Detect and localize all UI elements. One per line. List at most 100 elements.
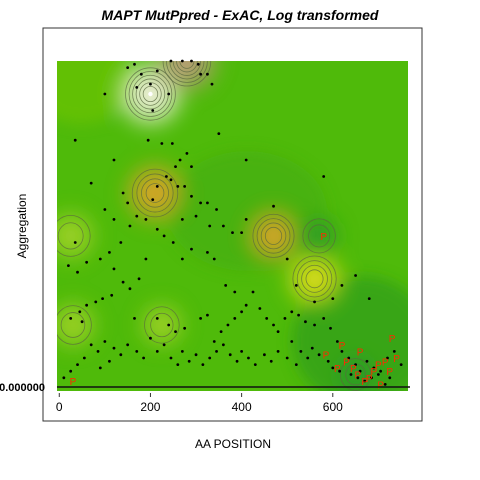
- density-contour: [176, 61, 198, 73]
- data-point: [98, 257, 102, 261]
- data-point: [76, 270, 79, 274]
- x-tick-label: 0: [56, 400, 63, 414]
- data-point: [110, 293, 114, 297]
- data-point: [206, 201, 209, 205]
- data-point: [294, 363, 298, 366]
- data-point: [365, 359, 369, 363]
- pathogenic-marker: P: [357, 347, 364, 358]
- data-point: [187, 359, 191, 363]
- pathogenic-marker: P: [355, 371, 362, 382]
- data-point: [212, 340, 216, 343]
- data-point: [340, 284, 344, 287]
- data-point: [354, 274, 357, 277]
- data-point: [347, 356, 351, 360]
- data-point: [169, 178, 173, 182]
- data-point: [194, 214, 198, 218]
- x-tick-label: 600: [323, 400, 343, 414]
- data-point: [112, 346, 116, 350]
- data-point: [76, 363, 79, 366]
- data-point: [258, 307, 262, 310]
- data-point: [155, 317, 159, 320]
- data-point: [142, 356, 146, 360]
- data-point: [217, 132, 221, 136]
- data-point: [69, 369, 73, 373]
- data-point: [206, 251, 209, 254]
- data-point: [133, 62, 136, 66]
- data-point: [180, 59, 184, 63]
- data-point: [155, 185, 159, 188]
- density-contour: [131, 168, 179, 218]
- data-point: [386, 356, 389, 360]
- density-core: [139, 177, 171, 209]
- data-point: [89, 343, 93, 347]
- data-point: [226, 323, 230, 327]
- data-point: [206, 313, 209, 317]
- data-point: [322, 317, 326, 320]
- data-point: [176, 185, 180, 188]
- data-point: [244, 303, 248, 307]
- data-point: [383, 383, 387, 386]
- data-point: [155, 350, 159, 353]
- density-contour: [339, 358, 372, 391]
- data-point: [190, 165, 193, 169]
- density-contour: [57, 215, 91, 257]
- data-point: [190, 194, 193, 198]
- data-point: [112, 267, 116, 271]
- data-point: [294, 284, 298, 287]
- data-point: [372, 366, 376, 370]
- data-point: [379, 369, 383, 373]
- pathogenic-marker: P: [334, 364, 341, 375]
- data-point: [285, 257, 289, 261]
- density-contour: [135, 78, 166, 110]
- data-point: [196, 62, 200, 66]
- pathogenic-marker: P: [366, 374, 373, 385]
- data-point: [149, 336, 152, 340]
- data-point: [194, 353, 198, 357]
- pathogenic-marker: P: [339, 341, 346, 352]
- data-point: [199, 72, 202, 76]
- data-point: [121, 191, 125, 195]
- data-point: [174, 165, 177, 169]
- data-point: [170, 142, 174, 145]
- density-contour: [172, 61, 202, 76]
- data-point: [69, 317, 73, 320]
- density-contour: [305, 269, 324, 289]
- data-point: [180, 257, 184, 261]
- pathogenic-marker: P: [350, 364, 357, 375]
- data-point: [297, 313, 300, 317]
- data-point: [356, 376, 360, 380]
- data-point: [126, 343, 130, 347]
- data-point: [231, 231, 234, 235]
- density-core: [308, 225, 330, 247]
- density-band: [57, 61, 136, 124]
- data-point: [62, 376, 66, 380]
- data-point: [285, 356, 289, 360]
- data-point: [240, 310, 244, 314]
- data-point: [108, 251, 111, 254]
- pathogenic-marker: P: [393, 354, 400, 365]
- data-point: [155, 227, 159, 231]
- data-point: [221, 343, 225, 347]
- data-point: [137, 277, 141, 281]
- data-point: [176, 363, 180, 366]
- data-point: [146, 138, 150, 142]
- data-point: [199, 201, 202, 205]
- data-point: [329, 326, 332, 330]
- data-point: [331, 366, 335, 370]
- data-point: [144, 218, 148, 221]
- data-point: [313, 300, 316, 304]
- data-point: [349, 373, 353, 376]
- data-point: [367, 297, 371, 300]
- data-point: [171, 241, 175, 244]
- chart-title: MAPT MutPpred - ExAC, Log transformed: [101, 7, 379, 23]
- density-contour: [302, 218, 336, 254]
- data-point: [354, 363, 357, 366]
- data-point: [240, 231, 244, 235]
- data-point: [221, 224, 225, 228]
- data-point: [183, 185, 187, 188]
- data-point: [126, 66, 130, 69]
- density-contour: [162, 61, 212, 87]
- density-contour: [150, 312, 174, 338]
- density-band: [167, 151, 327, 271]
- pathogenic-marker: P: [389, 334, 396, 345]
